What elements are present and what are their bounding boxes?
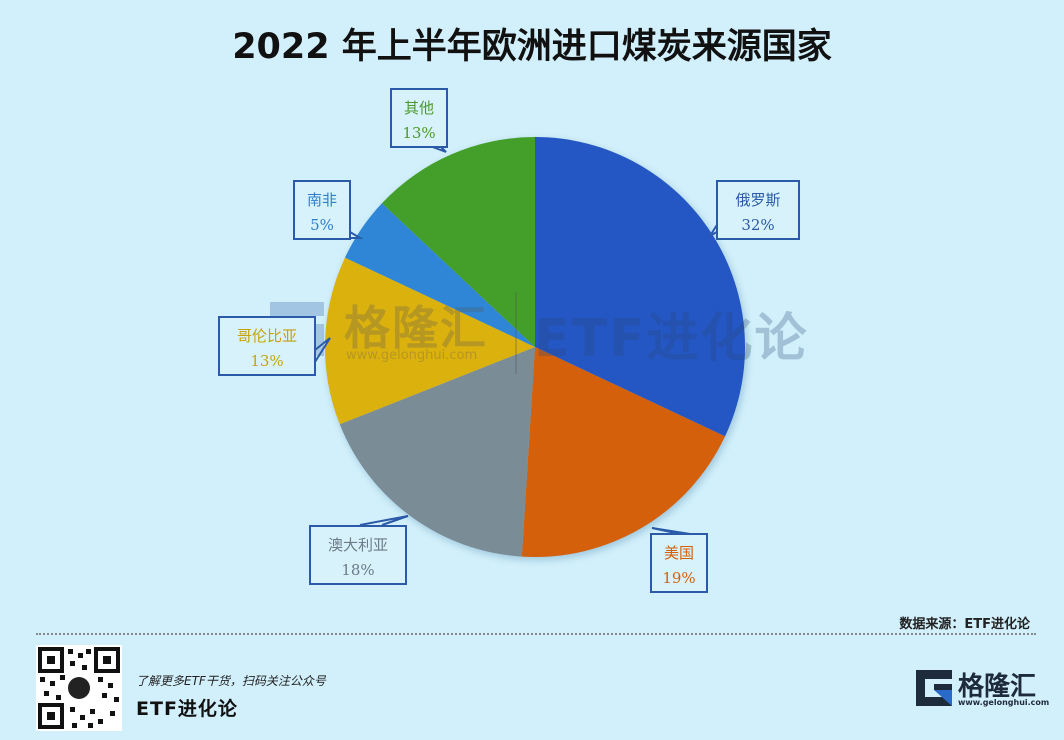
pie-slice-5: [381, 137, 535, 347]
watermark-url: www.gelonghui.com: [346, 348, 478, 363]
watermark: 格隆汇 www.gelonghui.com ETF进化论: [262, 292, 822, 374]
callout-label: 其他: [403, 99, 434, 117]
watermark-divider: [515, 292, 517, 374]
callout-value: 18%: [341, 561, 375, 579]
callout-label: 南非: [306, 191, 337, 209]
callout-value: 5%: [310, 216, 334, 234]
chart-title: 2022 年上半年欧洲进口煤炭来源国家: [232, 27, 832, 67]
watermark-brand: 格隆汇: [344, 301, 488, 355]
pie-slice-2: [339, 347, 535, 557]
callout-value: 13%: [402, 124, 436, 142]
callout-label: 俄罗斯: [735, 191, 781, 209]
pie-slice-3: [325, 257, 535, 425]
callout-usa: 美国 19%: [650, 533, 708, 593]
pie-slice-0: [535, 137, 745, 437]
footer-divider: [36, 633, 1036, 635]
data-source: 数据来源：ETF进化论: [899, 617, 1030, 632]
callout-label: 美国: [663, 544, 694, 562]
callout-value: 32%: [741, 216, 775, 234]
callout-australia: 澳大利亚 18%: [309, 525, 407, 585]
footer-tagline: 了解更多ETF干货，扫码关注公众号: [136, 674, 326, 688]
callout-pointer: [359, 515, 409, 526]
callout-label: 哥伦比亚: [236, 327, 297, 345]
callout-pointer: [651, 527, 691, 535]
callout-russia: 俄罗斯 32%: [716, 180, 800, 240]
callout-pointer: [314, 337, 331, 363]
footer-brand: ETF进化论: [136, 698, 238, 720]
gelonghui-logo-icon: [916, 670, 952, 706]
pie-slice-4: [344, 203, 535, 347]
logo-text: 格隆汇: [958, 672, 1037, 702]
callout-label: 澳大利亚: [327, 536, 388, 554]
logo-url: www.gelonghui.com: [958, 698, 1050, 707]
watermark-channel: ETF进化论: [534, 309, 809, 369]
callout-colombia: 哥伦比亚 13%: [218, 316, 316, 376]
callout-value: 13%: [250, 352, 284, 370]
callout-value: 19%: [662, 569, 696, 587]
callout-other: 其他 13%: [390, 88, 448, 148]
qr-code[interactable]: [36, 645, 122, 731]
qr-code-icon: [38, 647, 120, 729]
callout-south-africa: 南非 5%: [293, 180, 351, 240]
pie-slice-1: [521, 347, 726, 557]
